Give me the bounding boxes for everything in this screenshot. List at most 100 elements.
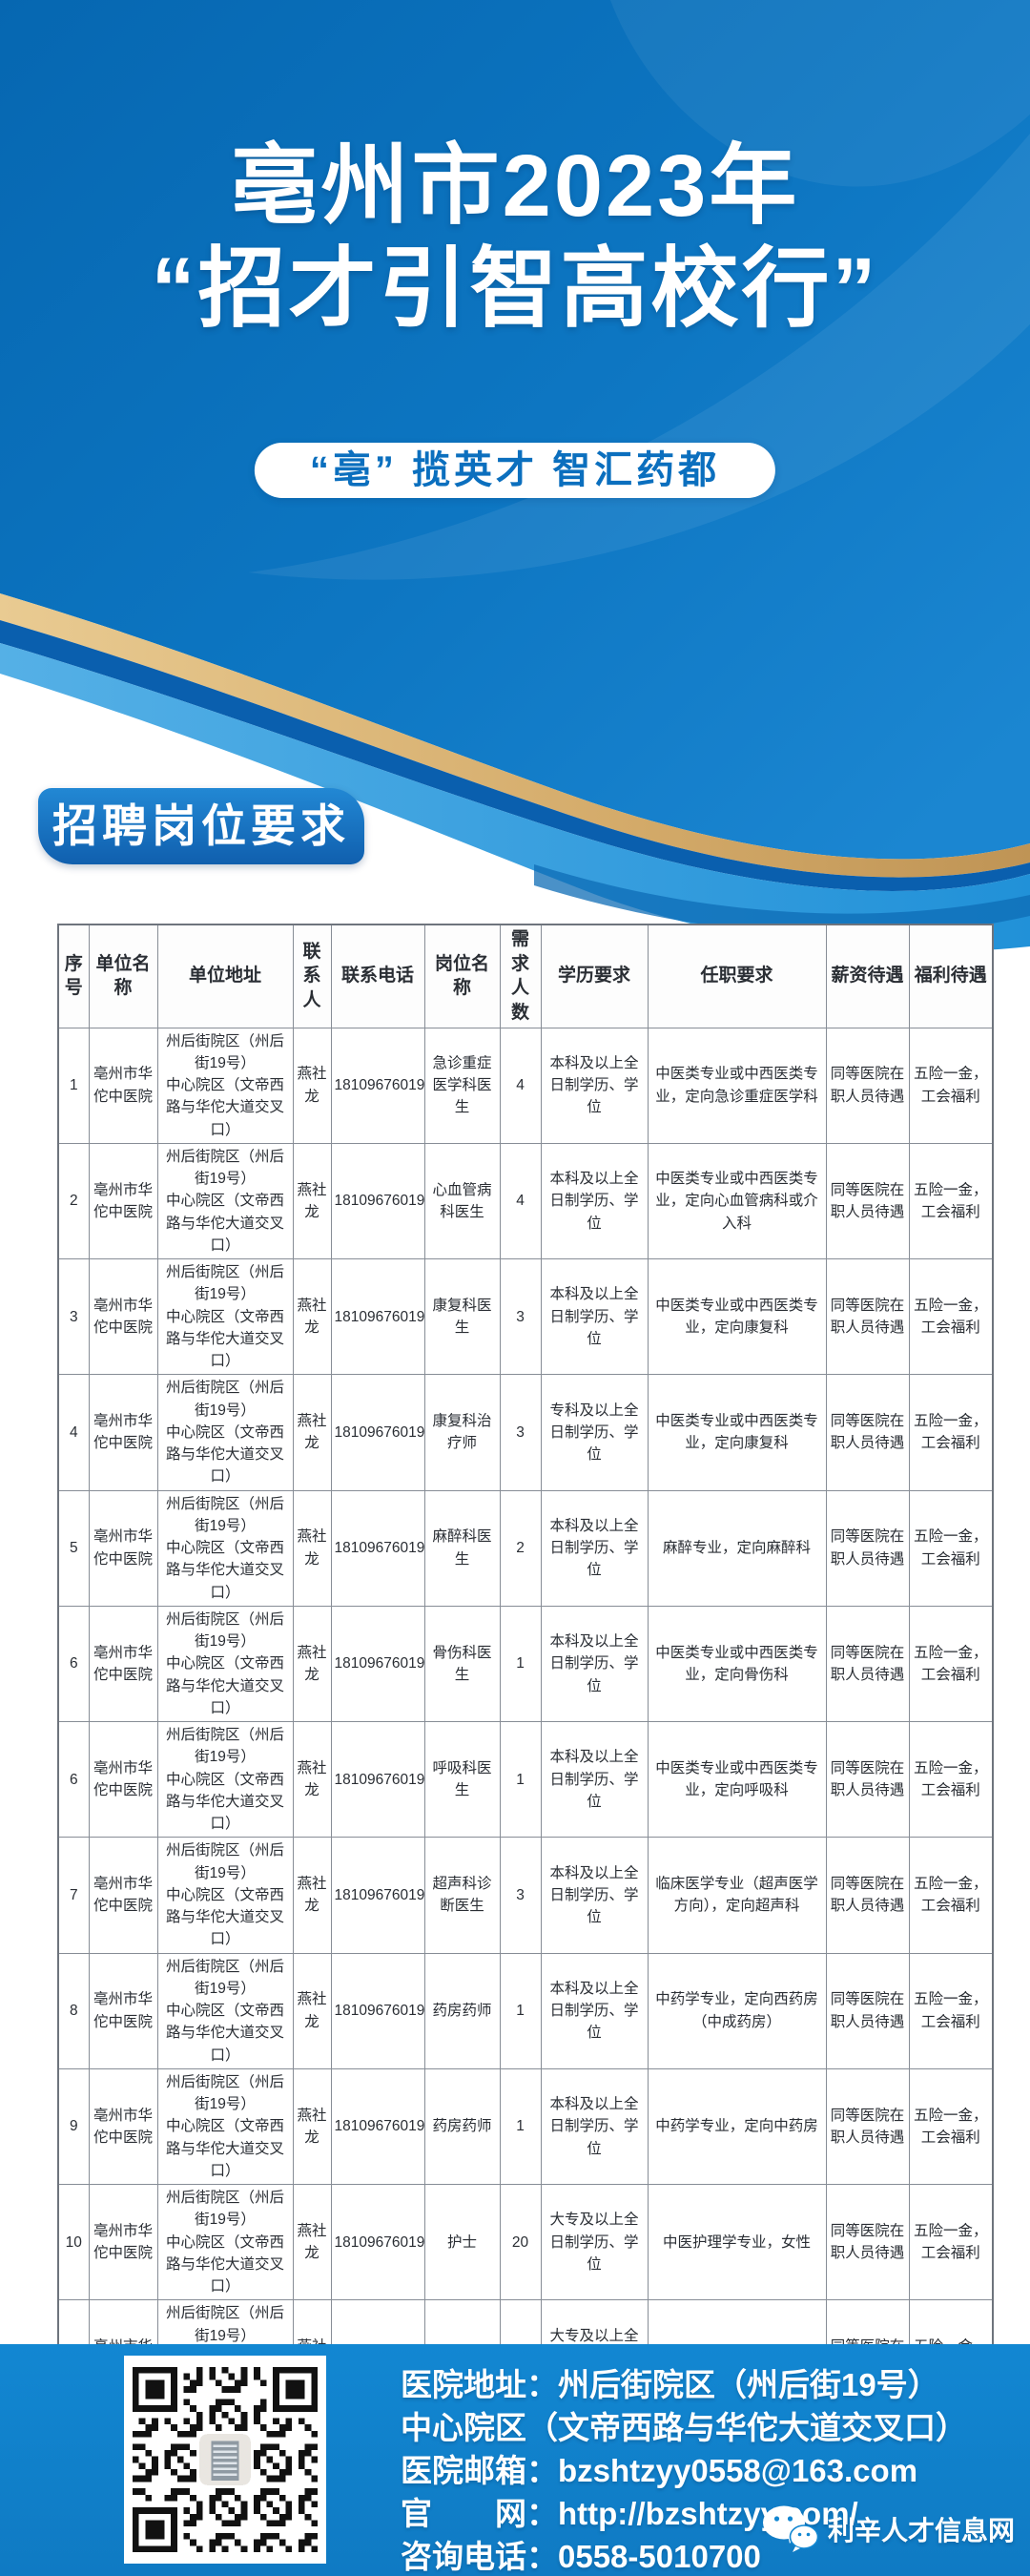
cell-contact: 燕社龙	[292, 1142, 332, 1260]
cell-no: 10	[57, 2184, 90, 2301]
cell-phone: 18109676019	[330, 1605, 425, 1723]
cell-requirement: 中医类专业或中西医类专业，定向急诊重症医学科	[647, 1027, 827, 1144]
cell-welfare: 五险一金，工会福利	[908, 1374, 994, 1491]
cell-phone: 18109676019	[330, 1837, 425, 1954]
cell-education: 本科及以上全日制学历、学位	[540, 1721, 649, 1839]
cell-requirement: 中药学专业，定向中药房	[647, 2067, 827, 2186]
cell-education: 本科及以上全日制学历、学位	[540, 1605, 649, 1723]
cell-no: 6	[57, 1721, 90, 1839]
cell-no: 2	[57, 1142, 90, 1260]
wechat-icon	[763, 2505, 819, 2552]
cell-phone: 18109676019	[330, 1374, 425, 1491]
cell-requirement: 中医类专业或中西医类专业，定向康复科	[647, 1374, 827, 1491]
cell-welfare: 五险一金，工会福利	[908, 1952, 994, 2069]
table-row: 7 亳州市华佗中医院 州后街院区（州后街19号） 中心院区（文帝西路与华佗大道交叉口…	[57, 1837, 994, 1954]
cell-unit: 亳州市华佗中医院	[88, 1837, 158, 1954]
footer-contact-band: 医院地址：州后街院区（州后街19号） 中心院区（文帝西路与华佗大道交叉口） 医院邮箱…	[0, 2344, 1030, 2576]
cell-unit: 亳州市华佗中医院	[88, 1489, 158, 1607]
cell-requirement: 中医类专业或中西医类专业，定向康复科	[647, 1258, 827, 1376]
cell-address: 州后街院区（州后街19号） 中心院区（文帝西路与华佗大道交叉口）	[156, 1721, 294, 1839]
footer-line: 医院邮箱：bzshtzyy0558@163.com	[401, 2453, 918, 2488]
jobs-table: 序号 单位名称 单位地址 联系人 联系电话 岗位名称 需求人数 学历要求 任职要求 薪资待遇 福利待…	[57, 924, 994, 2458]
header-main-blue-shape	[0, 0, 1030, 860]
table-row: 8 亳州市华佗中医院 州后街院区（州后街19号） 中心院区（文帝西路与华佗大道交叉口…	[57, 1952, 994, 2069]
poster-title-line2: “招才引智高校行”	[151, 240, 879, 338]
cell-count: 1	[499, 2067, 542, 2186]
table-row: 6 亳州市华佗中医院 州后街院区（州后街19号） 中心院区（文帝西路与华佗大道交叉口…	[57, 1721, 994, 1839]
cell-welfare: 五险一金，工会福利	[908, 2184, 994, 2301]
cell-count: 1	[499, 1952, 542, 2069]
cell-salary: 同等医院在职人员待遇	[825, 1258, 910, 1376]
column-header: 序号	[57, 924, 90, 1028]
poster-title-line1: 亳州市2023年	[230, 137, 800, 235]
cell-requirement: 中医类专业或中西医类专业，定向呼吸科	[647, 1721, 827, 1839]
cell-salary: 同等医院在职人员待遇	[825, 1721, 910, 1839]
footer-line: 咨询电话：0558-5010700	[401, 2539, 761, 2574]
cell-address: 州后街院区（州后街19号） 中心院区（文帝西路与华佗大道交叉口）	[156, 1952, 294, 2069]
cell-education: 本科及以上全日制学历、学位	[540, 1142, 649, 1260]
cell-address: 州后街院区（州后街19号） 中心院区（文帝西路与华佗大道交叉口）	[156, 1142, 294, 1260]
cell-welfare: 五险一金，工会福利	[908, 1258, 994, 1376]
cell-address: 州后街院区（州后街19号） 中心院区（文帝西路与华佗大道交叉口）	[156, 1837, 294, 1954]
cell-phone: 18109676019	[330, 1721, 425, 1839]
cell-address: 州后街院区（州后街19号） 中心院区（文帝西路与华佗大道交叉口）	[156, 1605, 294, 1723]
cell-contact: 燕社龙	[292, 1258, 332, 1376]
cell-no: 8	[57, 1952, 90, 2069]
column-header: 单位名称	[88, 924, 158, 1028]
cell-no: 3	[57, 1258, 90, 1376]
column-header: 福利待遇	[908, 924, 994, 1028]
cell-phone: 18109676019	[330, 2184, 425, 2301]
cell-salary: 同等医院在职人员待遇	[825, 1142, 910, 1260]
cell-unit: 亳州市华佗中医院	[88, 1258, 158, 1376]
cell-contact: 燕社龙	[292, 1489, 332, 1607]
cell-phone: 18109676019	[330, 1027, 425, 1144]
section-title-badge: 招聘岗位要求	[38, 788, 364, 864]
cell-welfare: 五险一金，工会福利	[908, 1489, 994, 1607]
cell-phone: 18109676019	[330, 2067, 425, 2186]
column-header: 岗位名称	[423, 924, 501, 1028]
cell-education: 本科及以上全日制学历、学位	[540, 1952, 649, 2069]
table-row: 1 亳州市华佗中医院 州后街院区（州后街19号） 中心院区（文帝西路与华佗大道交叉口…	[57, 1027, 994, 1144]
cell-position: 护士	[423, 2184, 501, 2301]
cell-education: 大专及以上全日制学历、学位	[540, 2184, 649, 2301]
cell-welfare: 五险一金，工会福利	[908, 1721, 994, 1839]
jobs-table-body: 1 亳州市华佗中医院 州后街院区（州后街19号） 中心院区（文帝西路与华佗大道交叉口…	[57, 1027, 994, 2417]
cell-education: 本科及以上全日制学历、学位	[540, 1489, 649, 1607]
cell-salary: 同等医院在职人员待遇	[825, 1952, 910, 2069]
cell-unit: 亳州市华佗中医院	[88, 2067, 158, 2186]
cell-salary: 同等医院在职人员待遇	[825, 1374, 910, 1491]
cell-salary: 同等医院在职人员待遇	[825, 1605, 910, 1723]
table-row: 3 亳州市华佗中医院 州后街院区（州后街19号） 中心院区（文帝西路与华佗大道交叉口…	[57, 1258, 994, 1376]
cell-position: 药房药师	[423, 2067, 501, 2186]
cell-count: 4	[499, 1142, 542, 1260]
cell-position: 药房药师	[423, 1952, 501, 2069]
cell-welfare: 五险一金，工会福利	[908, 1837, 994, 1954]
column-header: 联系电话	[330, 924, 425, 1028]
cell-address: 州后街院区（州后街19号） 中心院区（文帝西路与华佗大道交叉口）	[156, 1027, 294, 1144]
footer-line: 中心院区（文帝西路与华佗大道交叉口）	[401, 2410, 967, 2445]
cell-count: 3	[499, 1258, 542, 1376]
cell-unit: 亳州市华佗中医院	[88, 2184, 158, 2301]
cell-education: 本科及以上全日制学历、学位	[540, 2067, 649, 2186]
cell-salary: 同等医院在职人员待遇	[825, 1489, 910, 1607]
cell-salary: 同等医院在职人员待遇	[825, 2184, 910, 2301]
cell-count: 4	[499, 1027, 542, 1144]
jobs-table-container: 序号 单位名称 单位地址 联系人 联系电话 岗位名称 需求人数 学历要求 任职要求 薪资待遇 福利待…	[57, 924, 994, 2458]
column-header: 联系人	[292, 924, 332, 1028]
cell-count: 3	[499, 1837, 542, 1954]
cell-position: 麻醉科医生	[423, 1489, 501, 1607]
slogan-pill: “亳” 揽英才 智汇药都	[254, 443, 776, 498]
cell-unit: 亳州市华佗中医院	[88, 1027, 158, 1144]
cell-education: 本科及以上全日制学历、学位	[540, 1258, 649, 1376]
column-header: 薪资待遇	[825, 924, 910, 1028]
cell-salary: 同等医院在职人员待遇	[825, 1027, 910, 1144]
cell-education: 本科及以上全日制学历、学位	[540, 1027, 649, 1144]
cell-requirement: 麻醉专业，定向麻醉科	[647, 1489, 827, 1607]
cell-position: 康复科治疗师	[423, 1374, 501, 1491]
table-row: 5 亳州市华佗中医院 州后街院区（州后街19号） 中心院区（文帝西路与华佗大道交叉口…	[57, 1489, 994, 1607]
cell-welfare: 五险一金，工会福利	[908, 2067, 994, 2186]
table-header-row: 序号 单位名称 单位地址 联系人 联系电话 岗位名称 需求人数 学历要求 任职要求 薪资待遇 福利待…	[57, 924, 994, 1028]
cell-phone: 18109676019	[330, 1142, 425, 1260]
cell-education: 专科及以上全日制学历、学位	[540, 1374, 649, 1491]
